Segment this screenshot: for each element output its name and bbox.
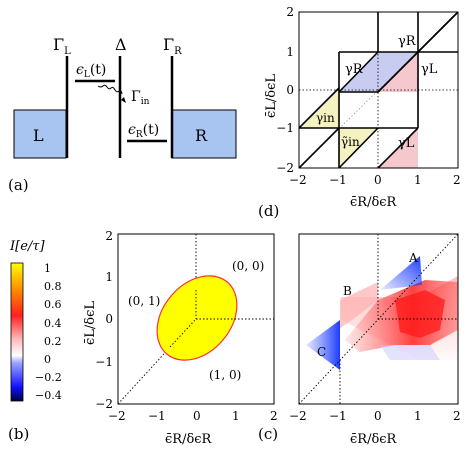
label-gamma-in-tilde: γ̃in <box>341 135 360 149</box>
eps-L-label: ϵL(t) <box>76 62 106 80</box>
panel-b-label: (b) <box>8 425 29 443</box>
tick: 0.4 <box>44 317 62 330</box>
tick: 0.8 <box>44 280 62 293</box>
region-label-00: (0, 0) <box>232 259 264 273</box>
gamma-in-label: Γin <box>131 89 150 107</box>
tick: −0.2 <box>35 371 62 384</box>
region-label-01: (0, 1) <box>128 294 160 308</box>
colorbar: I[e/τ] 1 0.8 0.6 0.4 0.2 0 −0.2 −0.4 (b) <box>8 239 62 443</box>
panel-b-xlabel: ϵ̄R/δϵR <box>165 432 213 447</box>
tick: 1 <box>414 173 422 187</box>
panel-b-ylabel: ϵ̄L/δϵL <box>83 301 98 345</box>
panel-d-xlabel: ϵ̄R/δϵR <box>350 195 398 210</box>
tick: 1 <box>414 409 422 423</box>
feature-label-b: B <box>343 284 352 298</box>
blue-region-a <box>380 256 422 290</box>
panel-b-y-ticks: 2 1 0 −1 −2 <box>95 229 113 411</box>
tick: 1 <box>286 45 294 59</box>
tick: 0.2 <box>44 335 62 348</box>
lead-L-label: L <box>33 126 44 145</box>
tick: −1 <box>276 121 294 135</box>
red-core <box>395 290 445 338</box>
tick: 1 <box>44 262 51 275</box>
photon-wavy-arrow <box>97 84 123 95</box>
tick: −1 <box>95 355 113 369</box>
tick: −2 <box>289 409 307 423</box>
panel-d-domain-map: γR γR γL γin γ̃in γL −2 −1 0 1 2 2 1 0 −… <box>258 5 461 220</box>
tick: 1 <box>232 409 240 423</box>
panel-b-current-map: (0, 0) (0, 1) (1, 0) −2 −1 0 1 2 2 1 0 −… <box>83 229 278 447</box>
panel-c-frame <box>298 233 459 405</box>
panel-c-xlabel: ϵ̄R/δϵR <box>350 432 398 447</box>
panel-c-x-ticks: −2 −1 0 1 2 <box>289 409 461 423</box>
tick: −1 <box>329 173 347 187</box>
pink-region-b <box>340 282 378 328</box>
eps-R-label: ϵR(t) <box>128 122 159 140</box>
panel-b-dotted-diagonal-over <box>169 318 197 348</box>
delta-label: Δ <box>115 35 127 54</box>
panel-c-current-map: A B C −2 −1 0 1 2 ϵ̄R/δϵR (c) <box>258 233 461 447</box>
feature-label-a: A <box>408 251 418 265</box>
tick: 2 <box>105 229 113 243</box>
tick: 0 <box>193 409 201 423</box>
colorbar-title: I[e/τ] <box>9 239 45 254</box>
tick: 2 <box>453 173 461 187</box>
feature-label-c: C <box>317 345 326 359</box>
tick: 0 <box>374 173 382 187</box>
tick: 1 <box>105 270 113 284</box>
tick: 0 <box>286 83 294 97</box>
panel-c-label: (c) <box>258 425 278 443</box>
photon-arrow-head <box>121 97 126 103</box>
colorbar-ticks: 1 0.8 0.6 0.4 0.2 0 −0.2 −0.4 <box>35 262 62 402</box>
tick: −2 <box>108 409 126 423</box>
panel-a-schematic: ΓL Δ ΓR ϵL(t) Γin ϵR(t) L R (a) <box>8 35 237 194</box>
panel-d-y-ticks: 2 1 0 −1 −2 <box>276 5 294 175</box>
tick: −2 <box>95 397 113 411</box>
tick: 0 <box>44 353 51 366</box>
tick: −1 <box>329 409 347 423</box>
panel-d-ylabel: ϵ̄L/δϵL <box>264 74 279 118</box>
region-label-10: (1, 0) <box>209 368 241 382</box>
panel-d-label: (d) <box>258 202 279 220</box>
tick: −0.4 <box>35 389 62 402</box>
panel-a-label: (a) <box>8 176 29 194</box>
label-gamma-L-right: γL <box>421 62 438 77</box>
panel-d-boundaries <box>298 11 459 169</box>
label-gamma-R-top: γR <box>398 34 417 49</box>
label-gamma-in: γin <box>316 111 335 125</box>
tick: 0.6 <box>44 298 62 311</box>
gamma-R-label: ΓR <box>163 35 182 57</box>
lead-left <box>13 109 67 159</box>
tick: 0 <box>374 409 382 423</box>
panel-b-x-ticks: −2 −1 0 1 2 <box>108 409 278 423</box>
tick: 2 <box>286 5 294 19</box>
tick: −2 <box>276 161 294 175</box>
tick: −2 <box>289 173 307 187</box>
lead-R-label: R <box>195 126 208 145</box>
tick: 2 <box>270 409 278 423</box>
lavender-region <box>380 345 440 360</box>
lead-right <box>171 109 237 159</box>
tick: −1 <box>148 409 166 423</box>
label-gamma-L-low: γL <box>398 136 415 151</box>
tick: 2 <box>453 409 461 423</box>
current-ellipse <box>156 275 238 361</box>
tick: 0 <box>105 312 113 326</box>
panel-d-x-ticks: −2 −1 0 1 2 <box>289 173 461 187</box>
blue-region-c <box>306 320 340 370</box>
label-gamma-R-box: γR <box>345 62 364 77</box>
colorbar-gradient <box>10 262 24 402</box>
gamma-L-label: ΓL <box>53 35 71 57</box>
